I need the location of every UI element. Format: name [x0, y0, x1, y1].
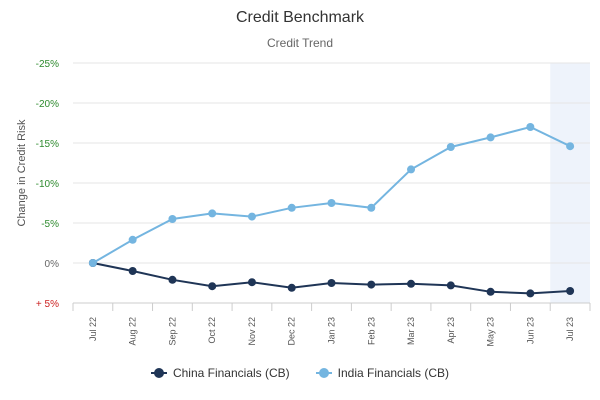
chart-legend: China Financials (CB) India Financials (… [0, 366, 600, 380]
series-0-point [168, 275, 177, 284]
series-line-1 [92, 125, 571, 264]
series-1-point [367, 203, 376, 212]
x-tick-label: Jan 23 [327, 317, 337, 344]
legend-swatch-china [150, 368, 167, 378]
y-tick-label: -25% [36, 59, 59, 70]
series-1-point [526, 123, 535, 131]
y-axis-title: Change in Credit Risk [16, 119, 28, 226]
y-tick-label: -20% [36, 99, 59, 110]
x-tick-label: Jul 23 [565, 317, 575, 341]
x-tick-label: Dec 22 [287, 317, 297, 346]
series-0-point [128, 267, 137, 275]
y-tick-label: 0% [45, 259, 60, 270]
legend-item-india[interactable]: India Financials (CB) [315, 366, 450, 380]
y-tick-label: -15% [36, 139, 59, 150]
series-0-point [566, 287, 575, 295]
y-tick-label: -10% [36, 179, 59, 190]
x-tick-label: Sep 22 [167, 317, 177, 346]
series-0-point [208, 282, 217, 291]
x-tick-label: Oct 22 [207, 317, 217, 344]
y-tick-label: + 5% [36, 299, 59, 310]
x-tick-label: Feb 23 [366, 317, 376, 345]
series-0-point [446, 281, 455, 290]
x-tick-label: Apr 23 [446, 317, 456, 344]
series-1-point [128, 235, 137, 244]
series-0-point [367, 280, 376, 289]
legend-label-china: China Financials (CB) [172, 366, 290, 380]
legend-label-india: India Financials (CB) [337, 366, 450, 380]
series-0-point [247, 278, 256, 287]
series-1-point [287, 203, 296, 212]
x-tick-label: May 23 [486, 317, 496, 347]
series-1-point [407, 165, 416, 174]
series-0-point [407, 279, 416, 288]
series-0-point [486, 287, 495, 296]
x-tick-label: Mar 23 [406, 317, 416, 345]
y-tick-label: -5% [41, 219, 59, 230]
legend-swatch-india [315, 368, 332, 378]
x-tick-label: Jun 23 [525, 317, 535, 344]
x-tick-label: Nov 22 [247, 317, 257, 346]
x-tick-label: Jul 22 [88, 317, 98, 341]
series-1-point [446, 143, 455, 151]
series-1-point [327, 199, 336, 207]
series-1-point [247, 212, 256, 221]
series-1-point [486, 133, 495, 142]
series-line-0 [92, 262, 571, 295]
legend-item-china[interactable]: China Financials (CB) [150, 366, 290, 380]
series-1-point [566, 142, 575, 151]
series-1-point [208, 209, 217, 218]
series-0-point [287, 283, 296, 292]
series-0-point [526, 289, 535, 298]
series-0-point [327, 279, 336, 287]
chart-title: Credit Benchmark [235, 9, 365, 26]
series-1-point [168, 215, 177, 223]
series-1-point [88, 259, 97, 267]
chart-subtitle: Credit Trend [266, 36, 334, 50]
x-tick-label: Aug 22 [128, 317, 138, 346]
